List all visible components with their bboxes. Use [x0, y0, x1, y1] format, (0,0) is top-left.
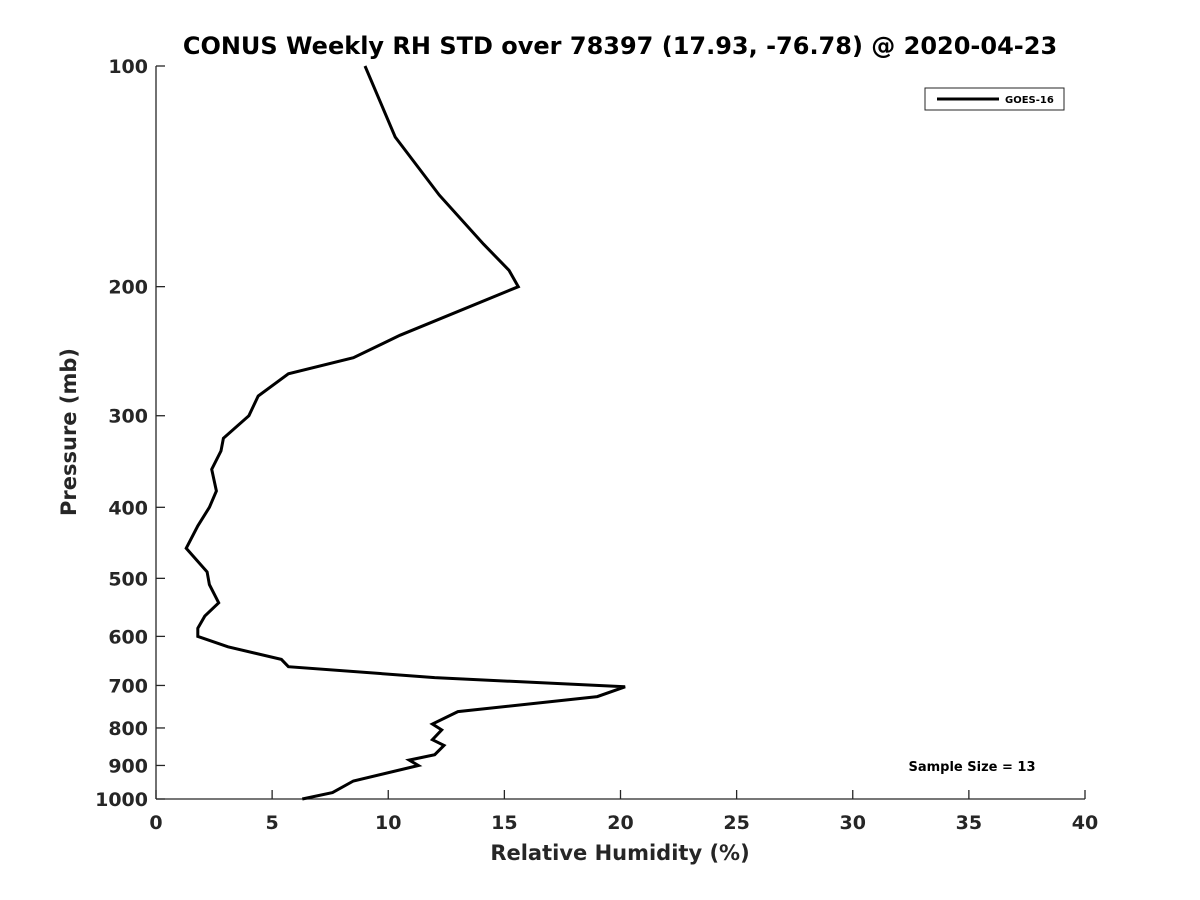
- series-line-goes-16: [184, 65, 626, 801]
- x-tick-label: 25: [723, 812, 749, 834]
- x-tick-label: 0: [149, 812, 162, 834]
- y-ticks: 100 200 300 400 500 600 700 800 900 1000: [95, 56, 165, 811]
- x-tick-label: 35: [956, 812, 982, 834]
- x-tick-label: 30: [840, 812, 866, 834]
- x-tick-label: 10: [375, 812, 401, 834]
- x-tick-label: 15: [491, 812, 517, 834]
- legend: GOES-16: [924, 87, 1065, 111]
- series-layer: [184, 65, 626, 801]
- y-tick-label: 1000: [95, 789, 148, 811]
- y-tick-label: 600: [108, 626, 148, 648]
- x-ticks: 0 5 10 15 20 25 30 35 40: [149, 790, 1098, 834]
- y-tick-label: 800: [108, 718, 148, 740]
- y-tick-label: 300: [108, 406, 148, 428]
- sample-size-annotation: Sample Size = 13: [908, 760, 1035, 775]
- chart-title: CONUS Weekly RH STD over 78397 (17.93, -…: [183, 32, 1057, 60]
- x-axis-label: Relative Humidity (%): [490, 841, 749, 865]
- y-tick-label: 900: [108, 755, 148, 777]
- x-tick-label: 20: [607, 812, 633, 834]
- y-tick-label: 200: [108, 277, 148, 299]
- legend-label-goes-16: GOES-16: [1005, 95, 1054, 106]
- y-tick-label: 400: [108, 497, 148, 519]
- y-tick-label: 700: [108, 675, 148, 697]
- y-tick-label: 100: [108, 56, 148, 78]
- x-tick-label: 5: [266, 812, 279, 834]
- y-tick-label: 500: [108, 568, 148, 590]
- x-tick-label: 40: [1072, 812, 1098, 834]
- y-axis-label: Pressure (mb): [57, 348, 81, 516]
